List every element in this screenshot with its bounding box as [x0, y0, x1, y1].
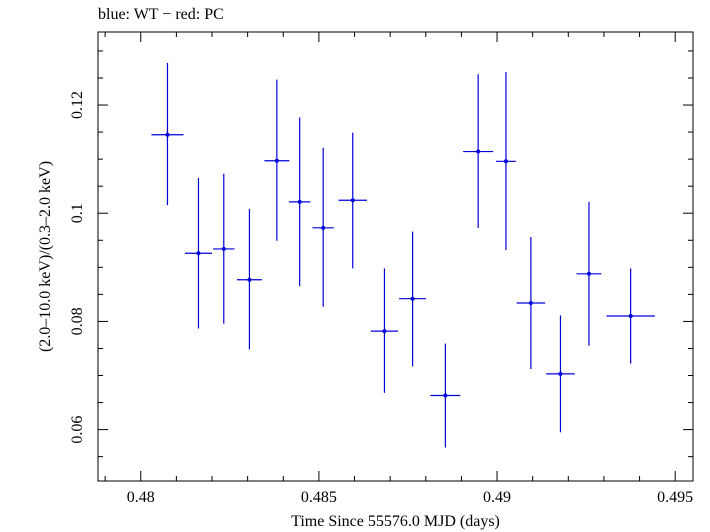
point-marker: [221, 246, 226, 251]
point-marker: [586, 271, 591, 276]
x-tick-label: 0.485: [301, 489, 337, 506]
point-marker: [410, 296, 415, 301]
data-point: [516, 237, 546, 370]
data-point: [264, 79, 290, 241]
y-tick-label: 0.08: [69, 307, 86, 335]
data-point: [576, 201, 602, 346]
data-point: [370, 268, 398, 393]
point-marker: [297, 199, 302, 204]
point-marker: [443, 393, 448, 398]
point-marker: [274, 158, 279, 163]
y-tick-label: 0.12: [69, 91, 86, 119]
data-point: [213, 173, 235, 324]
x-tick-label: 0.48: [127, 489, 155, 506]
point-marker: [503, 159, 508, 164]
x-axis-label: Time Since 55576.0 MJD (days): [291, 513, 500, 530]
point-marker: [247, 277, 252, 282]
data-point: [546, 315, 575, 433]
axis-ticks: [98, 32, 693, 481]
point-marker: [558, 371, 563, 376]
point-marker: [165, 132, 170, 137]
point-marker: [196, 251, 201, 256]
point-marker: [321, 225, 326, 230]
data-point: [463, 74, 494, 228]
point-marker: [350, 198, 355, 203]
plot-frame: [97, 31, 694, 482]
data-point: [312, 147, 334, 307]
x-tick-label: 0.49: [483, 489, 511, 506]
data-point: [151, 62, 184, 206]
point-marker: [528, 301, 533, 306]
data-point: [430, 343, 461, 448]
y-tick-label: 0.06: [69, 416, 86, 444]
data-points: [151, 62, 655, 448]
data-point: [288, 117, 311, 287]
tick-labels: 0.48 0.485 0.49 0.495 0.06 0.08 0.1 0.12: [69, 91, 693, 506]
y-axis-label: (2.0–10.0 keV)/(0.3–2.0 keV): [37, 161, 54, 352]
y-tick-label: 0.1: [69, 203, 86, 223]
chart-title: blue: WT − red: PC: [98, 6, 224, 23]
data-point: [338, 132, 367, 269]
data-point: [184, 178, 213, 329]
point-marker: [382, 329, 387, 334]
point-marker: [476, 149, 481, 154]
data-point: [606, 268, 655, 364]
data-point: [495, 72, 516, 251]
x-tick-label: 0.495: [657, 489, 693, 506]
data-point: [236, 208, 262, 350]
point-marker: [628, 314, 633, 319]
data-point: [399, 231, 427, 367]
